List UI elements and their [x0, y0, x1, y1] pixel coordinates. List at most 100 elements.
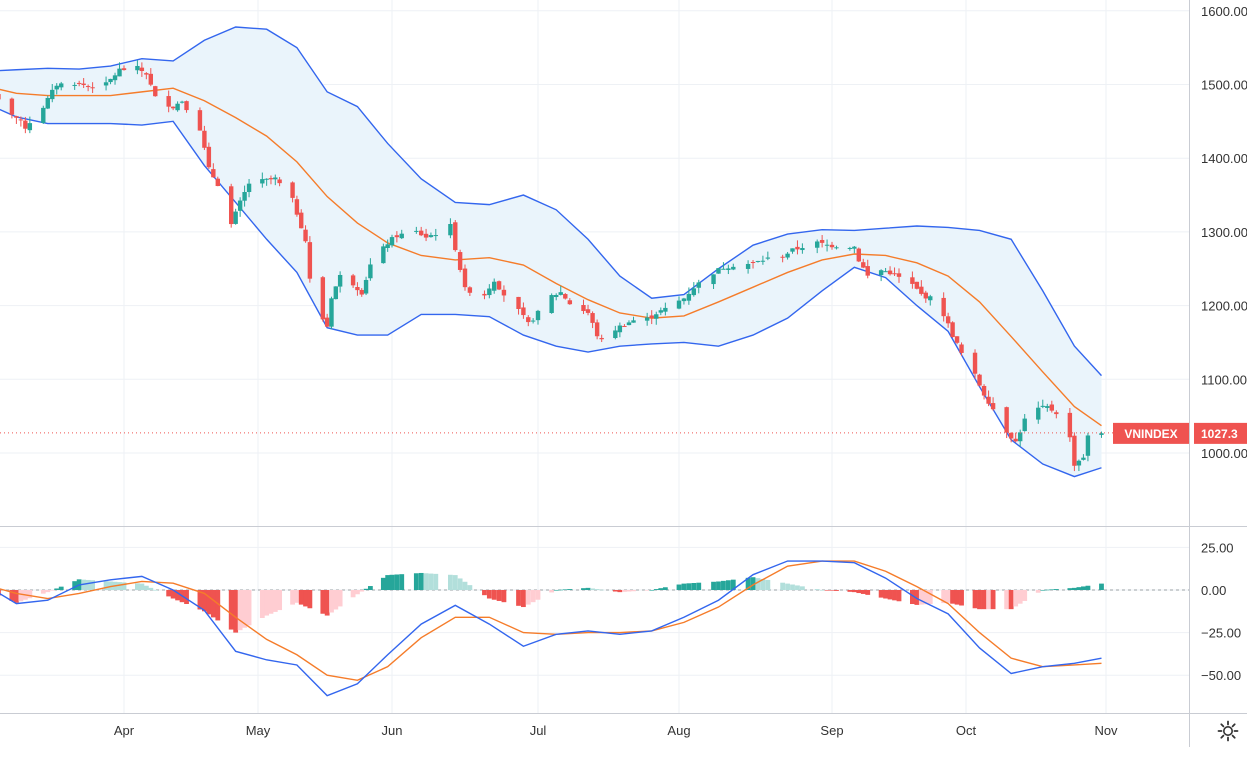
macd-histogram-bar	[745, 577, 751, 590]
macd-histogram-bar	[585, 587, 591, 590]
macd-histogram-bar	[13, 590, 19, 603]
candle-body	[50, 89, 55, 100]
candle-up	[1040, 399, 1045, 409]
macd-histogram-bar	[1013, 590, 1019, 607]
macd-histogram-bar	[184, 590, 189, 604]
candle-body	[981, 385, 987, 396]
candle-body	[819, 239, 825, 243]
macd-histogram-bar	[385, 575, 391, 590]
candle-body	[1022, 418, 1027, 432]
candle-up	[535, 309, 541, 325]
candle-up	[233, 208, 238, 225]
macd-histogram-bar	[676, 584, 682, 590]
candle-up	[368, 258, 373, 281]
candle-body	[457, 252, 463, 270]
candle-body	[41, 107, 46, 123]
macd-histogram-bar	[423, 573, 429, 590]
macd-histogram-bar	[355, 590, 360, 595]
candle-body	[81, 83, 86, 86]
candle-body	[910, 277, 915, 284]
candle-body	[883, 271, 888, 273]
candle-body	[184, 101, 189, 111]
candle-down	[981, 384, 987, 400]
candle-down	[1049, 400, 1055, 413]
price-tick-label: 1300.00	[1201, 225, 1247, 240]
macd-histogram-bar	[887, 590, 893, 600]
macd-histogram-bar	[54, 588, 60, 590]
settings-button[interactable]	[1216, 719, 1240, 743]
candle-body	[385, 244, 390, 248]
macd-histogram-bar	[814, 589, 820, 590]
candle-body	[277, 179, 282, 184]
candle-up	[448, 218, 453, 239]
candle-body	[350, 275, 356, 286]
candle-down	[419, 226, 424, 237]
symbol-badge	[1113, 422, 1189, 444]
candle-up	[1076, 459, 1082, 472]
macd-histogram-bar	[303, 590, 308, 607]
price-tick-label: 1000.00	[1201, 446, 1247, 461]
candle-body	[617, 325, 623, 333]
macd-histogram-bar	[290, 590, 295, 605]
candle-up	[530, 318, 536, 324]
macd-histogram-bar	[622, 590, 627, 592]
candle-body	[381, 246, 386, 264]
candle-down	[453, 219, 458, 252]
candle-down	[294, 195, 300, 217]
candle-body	[333, 286, 339, 300]
candle-up	[613, 325, 618, 340]
candle-body	[399, 233, 404, 239]
macd-histogram-bar	[941, 590, 947, 604]
macd-histogram-bar	[590, 588, 595, 590]
candle-up	[631, 316, 636, 323]
candle-body	[433, 235, 438, 237]
macd-histogram-bar	[482, 590, 487, 596]
candle-up	[54, 83, 59, 95]
candle-body	[755, 260, 761, 262]
candle-body	[941, 297, 946, 317]
candle-up	[878, 269, 884, 282]
candle-body	[676, 300, 682, 309]
candle-body	[856, 248, 861, 262]
candle-down	[563, 293, 568, 300]
candle-up	[731, 263, 736, 271]
candle-down	[462, 264, 468, 291]
candle-body	[972, 352, 978, 374]
candle-body	[448, 224, 453, 236]
bollinger-lower-line	[0, 108, 1102, 478]
macd-histogram-bar	[108, 581, 113, 590]
candle-body	[581, 305, 586, 311]
candle-body	[14, 116, 19, 118]
candle-body	[303, 229, 308, 242]
candle-body	[59, 83, 64, 88]
candle-up	[385, 239, 390, 252]
candle-down	[521, 302, 526, 319]
macd-histogram-bar	[1085, 585, 1091, 590]
candle-body	[170, 106, 176, 109]
candle-body	[887, 270, 893, 275]
candle-up	[273, 174, 278, 186]
macd-histogram-bar	[139, 583, 145, 590]
candle-down	[467, 286, 473, 296]
candle-down	[923, 290, 928, 303]
macd-histogram-bar	[294, 590, 300, 603]
macd-histogram-bar	[795, 585, 800, 590]
candle-down	[501, 285, 507, 302]
last-price-label: 1027.3	[1201, 427, 1238, 441]
candle-up	[676, 296, 682, 310]
candle-body	[914, 281, 920, 289]
macd-histogram-bar	[856, 590, 862, 594]
time-tick-label: May	[246, 723, 271, 738]
candle-down	[910, 271, 915, 289]
candle-up	[654, 311, 659, 325]
candle-down	[649, 310, 654, 325]
macd-histogram-bar	[696, 582, 702, 590]
candle-body	[814, 241, 820, 248]
candle-body	[229, 186, 234, 225]
macd-histogram-bar	[210, 590, 216, 618]
candle-down	[423, 228, 429, 242]
candle-body	[658, 310, 664, 313]
candle-body	[359, 289, 364, 295]
